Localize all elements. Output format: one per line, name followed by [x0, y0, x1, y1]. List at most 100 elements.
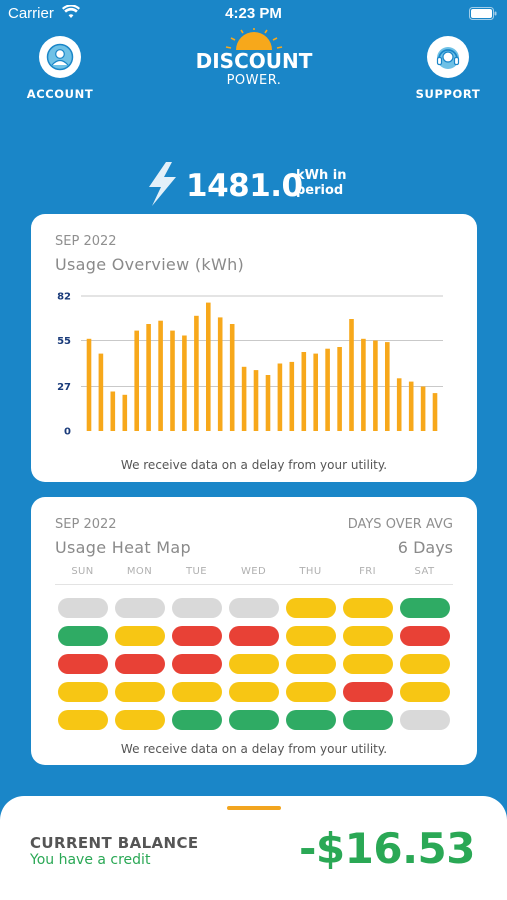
usage-bar[interactable]: [385, 342, 390, 431]
usage-bar-chart[interactable]: 82 55 27 0: [31, 214, 477, 454]
usage-heat-map-card[interactable]: SEP 2022 Usage Heat Map DAYS OVER AVG 6 …: [31, 497, 477, 765]
heat-cell[interactable]: [229, 598, 279, 618]
heat-cell[interactable]: [343, 598, 393, 618]
heat-cell[interactable]: [343, 654, 393, 674]
usage-bar[interactable]: [396, 378, 402, 431]
usage-bar[interactable]: [253, 370, 259, 431]
heat-cell[interactable]: [229, 710, 279, 730]
usage-bar[interactable]: [182, 335, 187, 432]
usage-bar[interactable]: [408, 381, 414, 431]
heat-cell[interactable]: [58, 682, 108, 702]
heat-cell[interactable]: [400, 598, 450, 618]
y-tick-label: 55: [57, 336, 71, 347]
balance-amount: -$16.53: [298, 824, 476, 873]
heat-cell[interactable]: [115, 626, 165, 646]
usage-month: SEP 2022: [55, 234, 117, 249]
y-tick-label: 27: [57, 382, 71, 393]
heat-cell[interactable]: [229, 654, 279, 674]
usage-bar[interactable]: [86, 338, 92, 431]
credit-note: You have a credit: [30, 852, 151, 868]
battery-icon: [469, 7, 497, 20]
heat-cell[interactable]: [286, 710, 336, 730]
heat-delay-note: We receive data on a delay from your uti…: [120, 742, 388, 756]
heat-cell[interactable]: [58, 654, 108, 674]
logo-text-line1: DISCOUNT: [196, 49, 313, 73]
usage-title: Usage Overview (kWh): [55, 255, 245, 274]
usage-bar[interactable]: [229, 324, 235, 431]
usage-bar[interactable]: [146, 324, 151, 431]
heat-cell[interactable]: [229, 626, 279, 646]
days-over-avg-value: 6 Days: [397, 538, 453, 557]
heat-cell[interactable]: [400, 710, 450, 730]
usage-bar[interactable]: [289, 361, 295, 431]
heat-cell[interactable]: [343, 682, 393, 702]
period-total: 1481.0 kWh in period: [144, 160, 364, 210]
usage-bar[interactable]: [206, 302, 211, 431]
heat-cell[interactable]: [172, 626, 222, 646]
balance-sheet[interactable]: CURRENT BALANCE You have a credit -$16.5…: [0, 796, 507, 900]
carrier-label: Carrier: [8, 5, 54, 22]
logo-text-line2: POWER.: [227, 73, 282, 88]
account-button[interactable]: ACCOUNT: [15, 36, 105, 101]
usage-bar[interactable]: [98, 353, 104, 431]
heat-cell[interactable]: [115, 682, 165, 702]
wifi-icon: [62, 5, 80, 18]
heat-cell[interactable]: [58, 626, 108, 646]
heat-cell[interactable]: [400, 654, 450, 674]
support-label: SUPPORT: [415, 87, 481, 101]
usage-bar[interactable]: [313, 353, 318, 431]
current-balance-label: CURRENT BALANCE: [30, 834, 199, 852]
usage-bar[interactable]: [337, 347, 342, 431]
y-tick-label: 0: [64, 427, 71, 438]
usage-bar[interactable]: [432, 393, 438, 431]
heat-cell[interactable]: [286, 682, 336, 702]
heat-cell[interactable]: [172, 598, 222, 618]
day-header-tue: TUE: [186, 566, 207, 577]
status-bar: Carrier 4:23 PM: [0, 0, 507, 28]
heat-cell[interactable]: [229, 682, 279, 702]
discount-power-logo: DISCOUNT POWER.: [184, 28, 324, 90]
day-header-mon: MON: [126, 566, 153, 577]
usage-bar[interactable]: [349, 319, 354, 431]
heat-cell[interactable]: [286, 626, 336, 646]
usage-bar[interactable]: [134, 330, 139, 431]
support-button[interactable]: SUPPORT: [403, 36, 493, 101]
heat-cell[interactable]: [286, 598, 336, 618]
heat-cell[interactable]: [172, 682, 222, 702]
heat-month: SEP 2022: [55, 517, 117, 532]
usage-bar[interactable]: [110, 391, 116, 432]
usage-bar[interactable]: [277, 363, 283, 432]
usage-bar[interactable]: [420, 386, 426, 432]
usage-bar[interactable]: [194, 315, 199, 431]
heat-cell[interactable]: [115, 654, 165, 674]
heat-cell[interactable]: [343, 626, 393, 646]
headset-icon: [436, 47, 460, 69]
day-header-thu: THU: [299, 566, 322, 577]
usage-bar[interactable]: [325, 348, 330, 431]
heat-cell[interactable]: [58, 598, 108, 618]
heat-title: Usage Heat Map: [55, 538, 191, 557]
heat-cell[interactable]: [115, 598, 165, 618]
days-over-avg-label: DAYS OVER AVG: [347, 517, 453, 532]
usage-bar[interactable]: [301, 352, 307, 431]
account-icon: [46, 43, 74, 71]
heat-cell[interactable]: [400, 626, 450, 646]
usage-bar[interactable]: [265, 375, 271, 431]
usage-bar[interactable]: [158, 320, 163, 431]
usage-bar[interactable]: [217, 317, 223, 431]
usage-overview-card[interactable]: SEP 2022 Usage Overview (kWh) 82 55 27 0 We…: [31, 214, 477, 482]
heat-cell[interactable]: [172, 654, 222, 674]
heat-cell[interactable]: [115, 710, 165, 730]
heat-cell[interactable]: [58, 710, 108, 730]
heat-cell[interactable]: [286, 654, 336, 674]
drag-handle[interactable]: [227, 806, 281, 810]
usage-bar[interactable]: [241, 366, 247, 431]
heat-cell[interactable]: [172, 710, 222, 730]
usage-bar[interactable]: [361, 338, 366, 431]
usage-bar[interactable]: [170, 330, 175, 431]
usage-bar[interactable]: [122, 394, 128, 431]
usage-bar[interactable]: [373, 340, 378, 432]
heat-cell[interactable]: [343, 710, 393, 730]
total-kwh-unit: kWh in period: [296, 168, 347, 198]
heat-cell[interactable]: [400, 682, 450, 702]
